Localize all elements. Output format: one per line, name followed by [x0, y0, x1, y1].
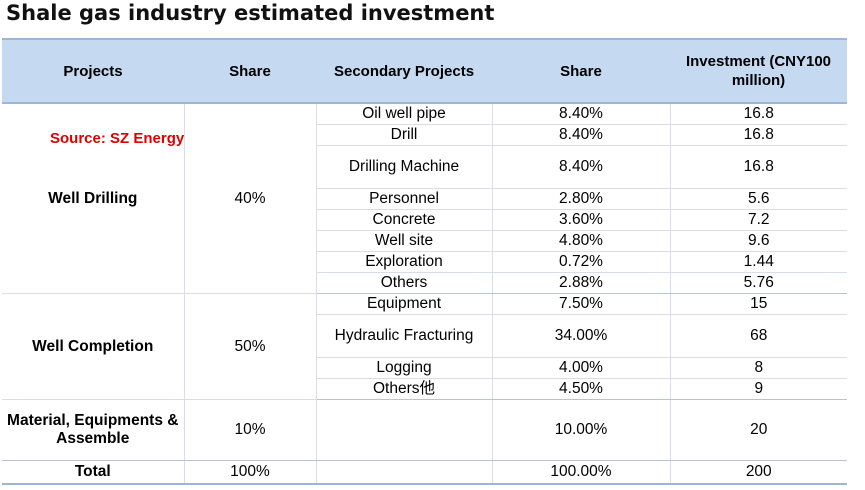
table-row: Drill 8.40% 16.8: [2, 124, 847, 146]
item-cell: Drilling Machine: [316, 145, 493, 189]
item-investment-cell: 9: [670, 378, 847, 400]
header-projects: Projects: [2, 38, 184, 104]
item-cell: Oil well pipe: [316, 103, 493, 125]
item-investment-cell: 1.44: [670, 251, 847, 273]
item-share-cell: 4.80%: [492, 230, 671, 252]
group-name-cell: Well Completion: [2, 293, 185, 400]
total-secondary-share: 100.00%: [492, 460, 671, 485]
item-cell: [316, 399, 493, 461]
table-row: Drilling Machine 8.40% 16.8: [2, 145, 847, 189]
table-row: Others他 4.50% 9: [2, 378, 847, 400]
item-share-cell: 4.00%: [492, 357, 671, 379]
item-share-cell: 2.88%: [492, 272, 671, 294]
table-row: Well site 4.80% 9.6: [2, 230, 847, 252]
group-name-cell: Material, Equipments & Assemble: [2, 399, 185, 461]
table-row: Hydraulic Fracturing 34.00% 68: [2, 314, 847, 358]
item-share-cell: 34.00%: [492, 314, 671, 358]
item-cell: Exploration: [316, 251, 493, 273]
item-cell: Equipment: [316, 293, 493, 315]
item-investment-cell: 8: [670, 357, 847, 379]
header-share: Share: [184, 38, 316, 104]
header-secondary-projects: Secondary Projects: [316, 38, 492, 104]
table-row: Material, Equipments & Assemble 10% 10.0…: [2, 399, 847, 461]
item-cell: Drill: [316, 124, 493, 146]
total-investment: 200: [670, 460, 847, 485]
source-note: Source: SZ Energy: [50, 130, 185, 147]
item-investment-cell: 16.8: [670, 103, 847, 125]
total-row: Total 100% 100.00% 200: [2, 460, 847, 485]
page-title: Shale gas industry estimated investment: [6, 1, 495, 25]
item-investment-cell: 16.8: [670, 145, 847, 189]
item-cell: Concrete: [316, 209, 493, 231]
item-share-cell: 4.50%: [492, 378, 671, 400]
item-cell: Personnel: [316, 188, 493, 210]
item-share-cell: 8.40%: [492, 145, 671, 189]
item-investment-cell: 16.8: [670, 124, 847, 146]
table-row: Well Completion 50% Equipment 7.50% 15: [2, 293, 847, 400]
item-cell: Hydraulic Fracturing: [316, 314, 493, 358]
group-name-cell: Well Drilling: [2, 103, 185, 294]
item-cell: Well site: [316, 230, 493, 252]
item-share-cell: 0.72%: [492, 251, 671, 273]
item-investment-cell: 68: [670, 314, 847, 358]
item-investment-cell: 5.76: [670, 272, 847, 294]
table-row: Concrete 3.60% 7.2: [2, 209, 847, 231]
group-share-cell: 10%: [184, 399, 317, 461]
item-cell: Others: [316, 272, 493, 294]
table-row: Others 2.88% 5.76: [2, 272, 847, 294]
table-row: Well Drilling 40% Oil well pipe 8.40% 16…: [2, 103, 847, 294]
item-share-cell: 8.40%: [492, 124, 671, 146]
item-investment-cell: 20: [670, 399, 847, 461]
group-share-cell: 40%: [184, 103, 317, 294]
total-label: Total: [2, 460, 185, 485]
item-share-cell: 3.60%: [492, 209, 671, 231]
item-share-cell: 7.50%: [492, 293, 671, 315]
table-row: Personnel 2.80% 5.6: [2, 188, 847, 210]
group-share-cell: 50%: [184, 293, 317, 400]
item-investment-cell: 7.2: [670, 209, 847, 231]
item-share-cell: 10.00%: [492, 399, 671, 461]
item-investment-cell: 9.6: [670, 230, 847, 252]
item-share-cell: 2.80%: [492, 188, 671, 210]
table-row: Exploration 0.72% 1.44: [2, 251, 847, 273]
item-investment-cell: 5.6: [670, 188, 847, 210]
table-header-row: Projects Share Secondary Projects Share …: [2, 38, 847, 104]
investment-table: Projects Share Secondary Projects Share …: [2, 38, 847, 485]
item-cell: Logging: [316, 357, 493, 379]
item-investment-cell: 15: [670, 293, 847, 315]
item-share-cell: 8.40%: [492, 103, 671, 125]
item-cell: Others他: [316, 378, 493, 400]
table-row: Logging 4.00% 8: [2, 357, 847, 379]
total-secondary-blank: [316, 460, 493, 485]
header-secondary-share: Share: [492, 38, 670, 104]
header-investment: Investment (CNY100 million): [670, 38, 847, 104]
total-share: 100%: [184, 460, 317, 485]
